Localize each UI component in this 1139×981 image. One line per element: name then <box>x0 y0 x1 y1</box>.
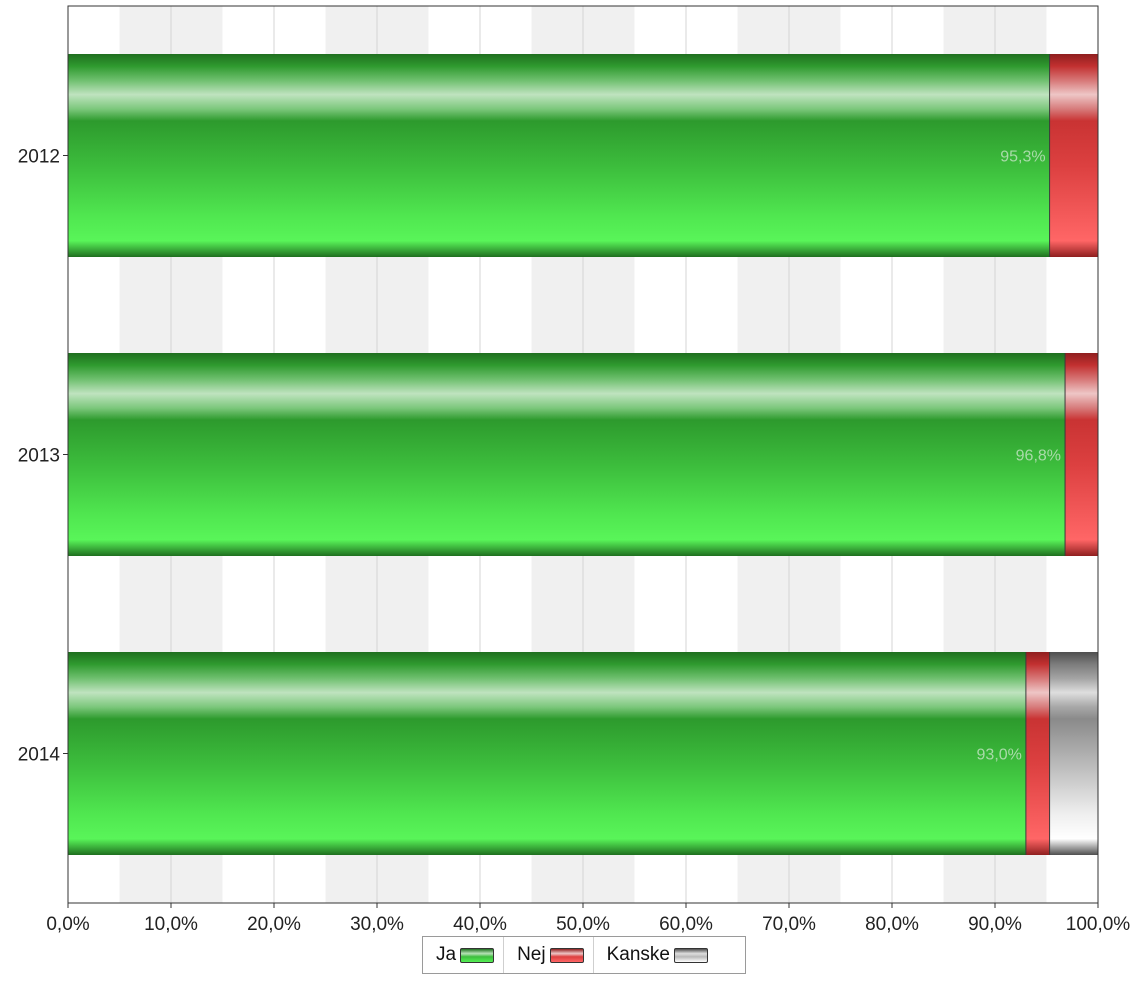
bar-nej-2013 <box>1065 353 1098 556</box>
x-tick-label: 90,0% <box>968 914 1022 935</box>
x-tick-label: 20,0% <box>247 914 301 935</box>
x-tick-label: 10,0% <box>144 914 198 935</box>
legend-swatch-ja <box>460 947 495 963</box>
bar-ja-2013 <box>68 353 1066 556</box>
legend-label-kanske: Kanske <box>606 944 670 965</box>
data-label-2014: 93,0% <box>977 747 1022 764</box>
bar-nej-2012 <box>1049 54 1098 257</box>
x-tick-label: 0,0% <box>46 914 89 935</box>
y-tick-label-2014: 2014 <box>18 745 61 766</box>
legend-item-ja: Ja <box>423 937 505 973</box>
x-tick-label: 30,0% <box>350 914 404 935</box>
x-tick-label: 60,0% <box>659 914 713 935</box>
data-label-2012: 95,3% <box>1000 149 1045 166</box>
y-tick-label-2012: 2012 <box>18 147 60 168</box>
x-tick-label: 40,0% <box>453 914 507 935</box>
x-tick-label: 80,0% <box>865 914 919 935</box>
bar-ja-2014 <box>68 652 1026 855</box>
x-tick-label: 100,0% <box>1066 914 1131 935</box>
legend-item-nej: Nej <box>504 937 594 973</box>
bar-kanske-2014 <box>1049 652 1098 855</box>
x-tick-label: 70,0% <box>762 914 816 935</box>
legend-label-ja: Ja <box>436 944 457 965</box>
bar-nej-2014 <box>1025 652 1050 855</box>
legend-label-nej: Nej <box>517 944 546 965</box>
chart-legend: Ja Nej Kanske <box>422 936 746 974</box>
legend-swatch-nej <box>549 947 584 963</box>
x-tick-label: 50,0% <box>556 914 610 935</box>
data-label-2013: 96,8% <box>1016 448 1061 465</box>
legend-item-kanske: Kanske <box>594 937 717 973</box>
bar-ja-2012 <box>68 54 1050 257</box>
y-tick-label-2013: 2013 <box>18 446 60 467</box>
legend-swatch-kanske <box>673 947 708 963</box>
